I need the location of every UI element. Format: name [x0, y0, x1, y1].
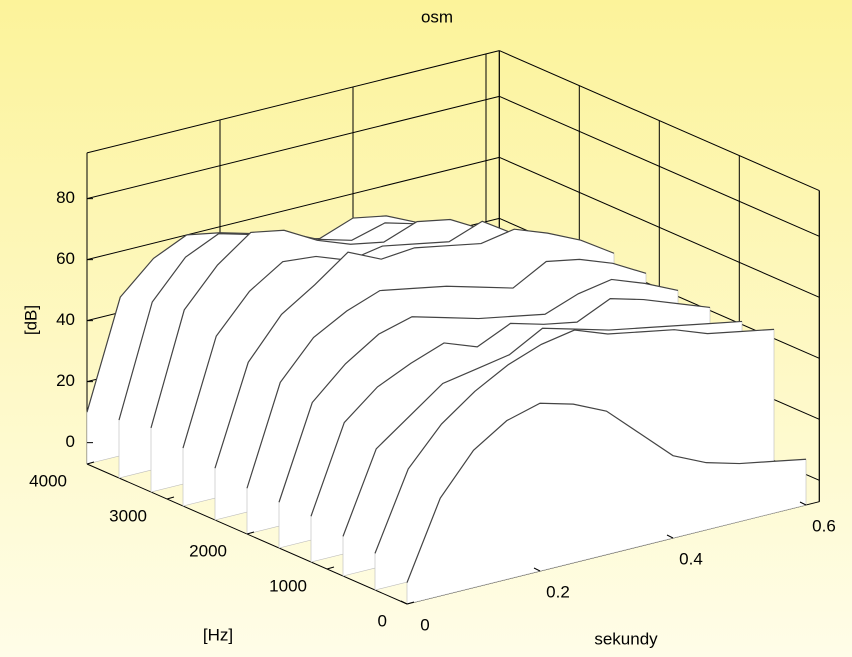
z-tick-label: 80	[56, 188, 75, 207]
slice-line	[214, 228, 615, 469]
y-tick-label: 0	[378, 611, 387, 630]
slice-line	[374, 328, 775, 554]
x-tick-label: 0	[420, 615, 429, 634]
axis-line	[499, 50, 820, 192]
tick-mark	[246, 531, 255, 535]
tick-mark	[400, 600, 408, 605]
z-tick-label: 0	[66, 432, 75, 451]
tick-mark	[799, 501, 807, 506]
slice-line	[342, 320, 743, 537]
x-tick-label: 0.2	[546, 582, 570, 601]
tick-mark	[533, 567, 541, 572]
x-axis-label: sekundy	[594, 629, 658, 648]
slice-line	[278, 278, 679, 503]
z-tick-label: 60	[56, 249, 75, 268]
slice-line	[310, 298, 711, 517]
slice-line	[246, 258, 647, 489]
grid-line	[86, 156, 500, 261]
y-tick-label: 4000	[29, 471, 67, 490]
x-tick-label: 0.6	[812, 516, 836, 535]
y-tick-label: 2000	[189, 541, 227, 560]
y-tick-label: 3000	[109, 506, 147, 525]
z-tick-label: 20	[56, 371, 75, 390]
z-tick-label: 40	[56, 310, 75, 329]
tick-mark	[666, 534, 674, 539]
chart-title: osm	[421, 7, 453, 26]
tick-mark	[326, 566, 335, 570]
tick-mark	[86, 461, 95, 465]
z-axis-label: [dB]	[21, 305, 40, 335]
grid-line	[86, 95, 500, 200]
tick-mark	[406, 601, 415, 605]
slice-line	[406, 402, 807, 583]
axis-line	[86, 50, 500, 154]
tick-mark	[166, 496, 175, 500]
x-tick-label: 0.4	[679, 549, 703, 568]
y-axis-label: [Hz]	[203, 625, 233, 644]
y-tick-label: 1000	[269, 576, 307, 595]
